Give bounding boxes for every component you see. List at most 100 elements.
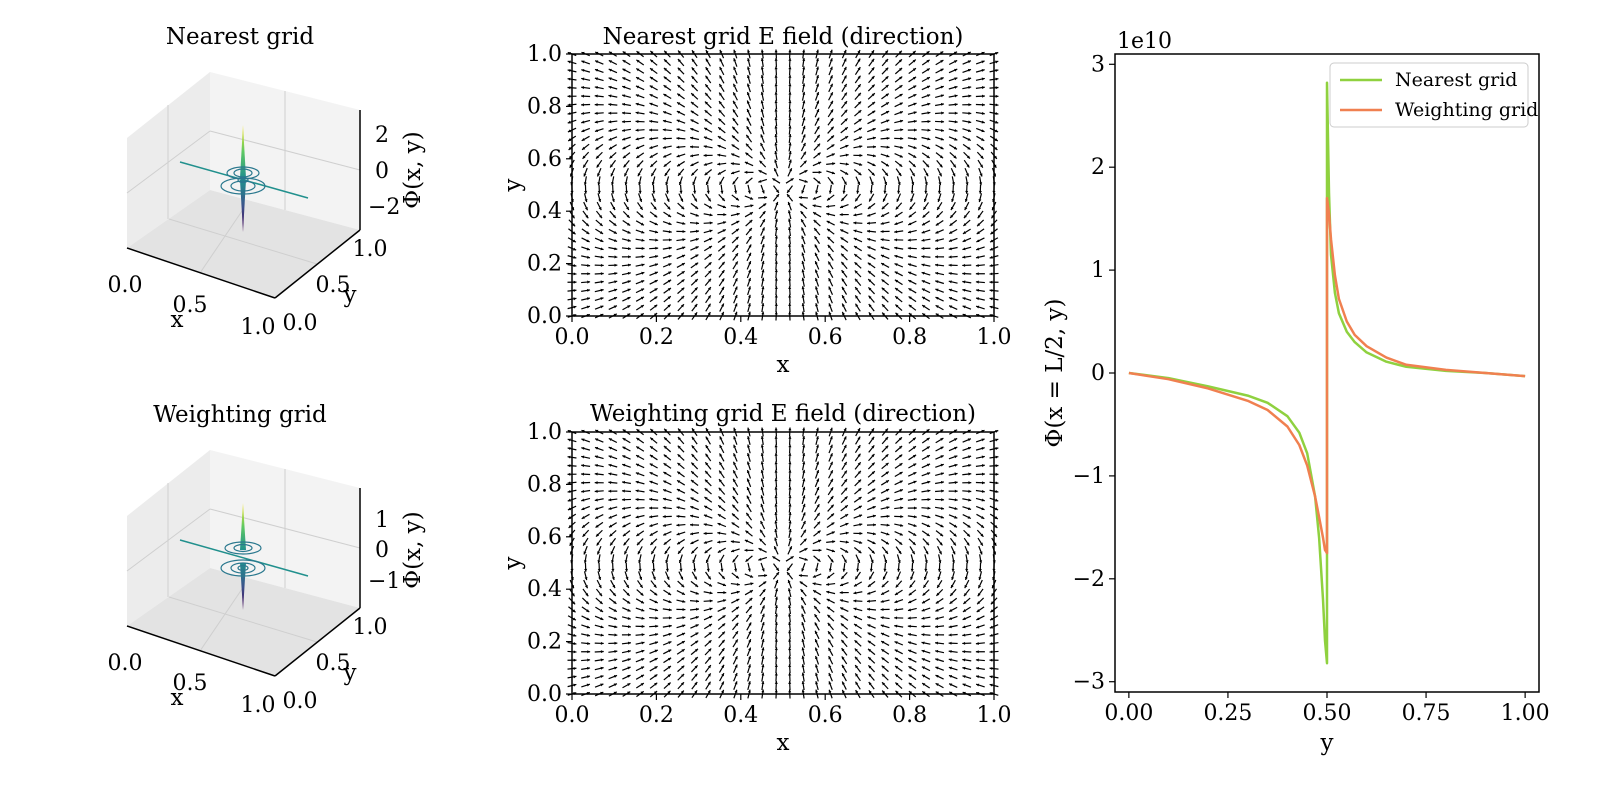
quiver-arrow [801, 100, 806, 110]
quiver-arrow [799, 547, 808, 553]
quiver-arrow [774, 495, 778, 505]
quiver-arrow [978, 193, 983, 203]
quiver-arrow [595, 143, 604, 151]
quiver-arrow [747, 66, 751, 76]
quiver-arrow [975, 505, 985, 511]
quiver-arrow [828, 184, 832, 194]
quiver-arrow [948, 666, 958, 671]
quiver-arrow [921, 144, 931, 150]
quiver-arrow [717, 204, 727, 209]
quiver-arrow [774, 664, 778, 674]
quiver-arrow [894, 295, 903, 303]
quiver-arrow [788, 528, 792, 538]
quiver-arrow [867, 84, 876, 92]
quiver-arrow [690, 648, 699, 656]
quiver-arrow [746, 117, 752, 126]
quiver-arrow [594, 280, 604, 284]
quiver-arrow [717, 513, 726, 520]
quiver-arrow [608, 489, 618, 493]
quiver-arrow [608, 606, 618, 613]
quiver-arrow [814, 260, 820, 270]
quiver-arrow [704, 261, 712, 269]
quiver-arrow [581, 127, 591, 133]
quiver-arrow [704, 631, 713, 639]
quiver-arrow [826, 521, 835, 528]
quiver-arrow [798, 574, 808, 578]
quiver-arrow [841, 66, 847, 76]
quiver-arrow [758, 196, 768, 200]
quiver-arrow [856, 562, 860, 572]
quiver-arrow [800, 151, 807, 160]
quiver-arrow [649, 471, 659, 477]
quiver-arrow [787, 218, 792, 228]
quiver-arrow [880, 523, 890, 527]
quiver-arrow [909, 168, 916, 177]
quiver-arrow [774, 260, 778, 270]
quiver-arrow [677, 445, 685, 453]
quiver-arrow [594, 438, 604, 443]
quiver-arrow [649, 152, 658, 159]
quiver-arrow [975, 464, 985, 468]
quiver-arrow [962, 633, 972, 637]
quiver-arrow [866, 154, 877, 158]
quiver-arrow [746, 244, 752, 253]
quiver-arrow [801, 681, 805, 691]
pane-floor [127, 568, 360, 676]
quiver-arrow [948, 437, 958, 444]
quiver-arrow [652, 184, 656, 194]
quiver-arrow [853, 581, 863, 587]
quiver-arrow [772, 555, 781, 562]
quiver-arrow [880, 616, 890, 620]
quiver-arrow [676, 119, 686, 124]
quiver-arrow [812, 582, 822, 586]
quiver-arrow [827, 100, 834, 109]
quiver-arrow [948, 615, 958, 620]
quiver-arrow [962, 297, 972, 302]
quiver-arrow [774, 201, 779, 211]
quiver-arrow [717, 169, 726, 176]
quiver-arrow [730, 540, 740, 544]
quiver-arrow [841, 176, 848, 185]
quiver-arrow [717, 599, 727, 603]
quiver-arrow [582, 529, 590, 538]
quiver-arrow [609, 210, 617, 219]
quiver-arrow [921, 489, 931, 493]
quiver-arrow [948, 446, 958, 452]
quiver-arrow [801, 260, 806, 270]
quiver-arrow [921, 102, 931, 107]
quiver-arrow [921, 472, 931, 477]
quiver-arrow [840, 504, 849, 512]
quiver-arrow [881, 295, 889, 303]
quiver-arrow [921, 641, 931, 645]
quiver-arrow [649, 263, 659, 268]
quiver-arrow [581, 624, 591, 629]
quiver-arrow [718, 487, 726, 495]
quiver-arrow [881, 445, 889, 453]
quiver-arrow [815, 184, 819, 194]
quiver-arrow [894, 128, 904, 132]
quiver-arrow [951, 176, 955, 186]
quiver-arrow [907, 624, 917, 628]
quiver-arrow [908, 682, 917, 689]
quiver-arrow [581, 297, 591, 301]
quiver-arrow [853, 623, 863, 630]
quiver-arrow [582, 588, 589, 597]
quiver-arrow [732, 630, 739, 639]
y-tick-label: −2 [1073, 567, 1105, 592]
z-tick: 1 [375, 508, 389, 533]
quiver-arrow [774, 588, 779, 598]
quiver-arrow [611, 571, 615, 581]
quiver-arrow [621, 271, 631, 276]
quiver-arrow [774, 218, 779, 228]
quiver-arrow [853, 213, 863, 217]
quiver-arrow [732, 244, 739, 253]
y-axis-label: y [500, 557, 526, 571]
quiver-arrow [801, 83, 806, 93]
quiver-arrow [921, 229, 931, 234]
quiver-arrow [760, 495, 765, 505]
quiver-arrow [801, 294, 805, 304]
quiver-arrow [814, 469, 820, 479]
quiver-arrow [621, 514, 631, 519]
contour-rings [220, 541, 266, 577]
